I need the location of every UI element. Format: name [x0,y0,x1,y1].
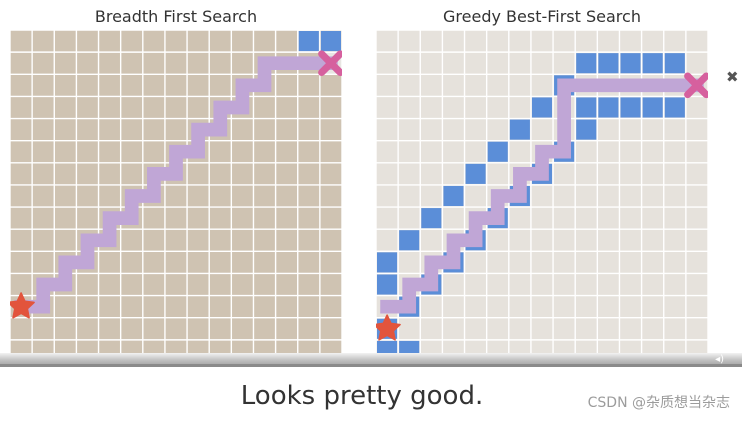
grid-background [10,30,342,362]
frontier-cell [620,53,641,74]
frontier-cell [598,53,619,74]
frontier-cell [576,119,597,140]
close-cursor-icon: ✖ [726,68,739,86]
bfs-grid [10,30,342,362]
goal-x-icon [318,50,342,77]
greedy-grid [376,30,708,362]
speaker-icon[interactable]: ◂) [715,354,724,365]
frontier-cell [642,53,663,74]
bfs-panel-title: Breadth First Search [94,7,258,26]
path-line [380,78,704,314]
greedy-panel-title: Greedy Best-First Search [443,7,641,26]
frontier-cell [531,97,553,118]
csdn-watermark: CSDN @杂质想当杂志 [587,395,730,411]
frontier-cell [377,252,398,273]
frontier-cell [465,163,486,184]
frontier-cell [399,230,420,251]
frontier-cell [421,208,442,229]
path-line [14,56,338,314]
frontier-cell [642,97,663,118]
start-star-icon [376,314,401,341]
frontier-cell [620,97,641,118]
video-subtitle: Looks pretty good. [240,381,484,411]
frontier-cell [664,97,685,118]
frontier-cell [576,97,597,118]
goal-x-icon [684,72,708,99]
frontier-cell [320,31,341,52]
video-progress-bar[interactable] [0,353,742,367]
frontier-cell [377,274,398,295]
frontier-cell [298,31,319,52]
start-star-icon [10,292,35,319]
frontier-cell [598,97,619,118]
video-progress-track[interactable] [0,364,742,367]
frontier-cell [487,141,508,162]
frontier-cell [576,53,597,74]
frontier-cell [664,53,685,74]
frontier-cell [443,185,464,207]
frontier-cell [509,119,530,140]
